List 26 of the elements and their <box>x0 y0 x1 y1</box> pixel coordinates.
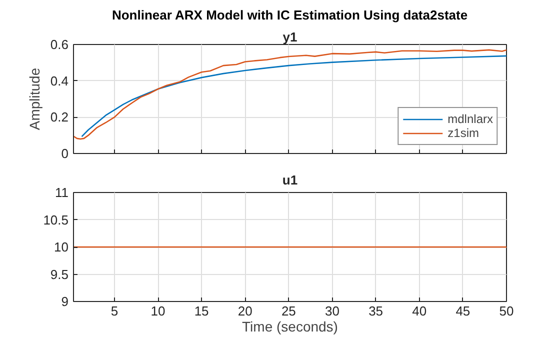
legend-label: mdlnlarx <box>448 112 493 126</box>
y-tick-label: 0.4 <box>50 73 69 88</box>
chart-title: u1 <box>282 172 298 188</box>
chart-title: Nonlinear ARX Model with IC Estimation Using data2state <box>112 8 468 22</box>
y-tick-label: 0 <box>61 146 69 161</box>
x-tick-label: 25 <box>281 304 296 318</box>
y-tick-label: 0.2 <box>50 110 69 125</box>
y-tick-label: 11 <box>55 185 69 200</box>
y-tick-label: 10.5 <box>43 212 69 228</box>
legend-label: z1sim <box>448 126 479 140</box>
x-tick-label: 15 <box>194 304 209 318</box>
x-tick-label: 40 <box>412 304 427 318</box>
x-tick-label: 50 <box>499 304 514 318</box>
x-tick-label: 10 <box>150 304 166 318</box>
y-tick-label: 10 <box>54 240 69 254</box>
y-tick-label: 9 <box>61 294 69 309</box>
y-axis-title: Amplitude <box>26 68 42 130</box>
x-tick-label: 45 <box>456 304 470 318</box>
chart-subtitle: y1 <box>282 30 298 44</box>
x-axis-title: Time (seconds) <box>242 318 338 334</box>
x-tick-label: 5 <box>110 304 118 318</box>
x-tick-label: 35 <box>368 304 384 318</box>
y-tick-label: 0.6 <box>50 37 69 52</box>
y-tick-label: 9.5 <box>50 266 69 282</box>
x-tick-label: 20 <box>238 304 252 318</box>
x-tick-label: 30 <box>325 304 340 318</box>
